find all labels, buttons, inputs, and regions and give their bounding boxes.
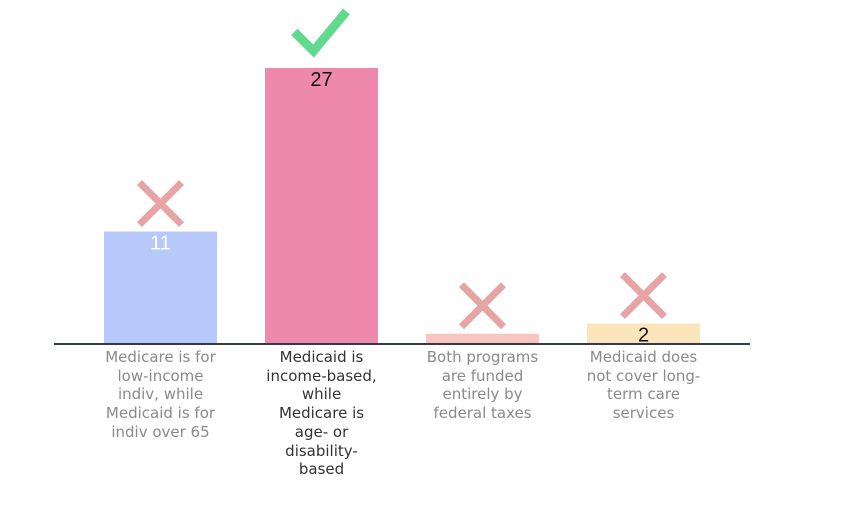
category-label-line: Medicaid is [279,348,364,366]
cross-icon [137,180,184,228]
category-label-line: services [612,404,675,423]
category-label-line: indiv over 65 [111,422,210,441]
bar [587,323,700,344]
category-label-line: Medicare is for [105,348,216,366]
category-label-line: disability- [285,441,358,460]
category-label-line: based [298,460,345,479]
category-label-line: Medicaid is for [105,404,216,423]
category-label-line: term care [607,385,680,404]
value-label: 11 [150,233,171,255]
category-label: Medicare is for low-income indiv, while Med… [101,348,221,442]
bar [265,68,378,344]
category-label-line: income-based, [266,366,377,385]
category-label-line: not cover long- [586,366,701,385]
category-label: Medicaid does not cover long-term care ser… [584,348,704,423]
category-label-line: Both programs [426,348,539,366]
category-label-line: are funded [441,366,524,385]
bar [104,231,217,344]
category-label-line: federal taxes [433,404,532,423]
category-label-line: age- or [294,422,349,441]
category-label-line: low-income [117,366,204,385]
category-label-line: while [301,385,342,404]
bar [426,333,539,344]
category-label-line: Medicaid does [589,348,698,366]
category-label-line: entirely by [442,385,523,404]
category-label: Medicaid is income-based, while Medicare is… [262,348,382,479]
cross-icon [459,282,506,330]
category-label-line: Medicare is [278,404,365,423]
value-label: 27 [310,69,332,91]
cross-icon [620,272,667,320]
category-label-line: indiv, while [117,385,204,404]
value-label: 2 [638,325,649,347]
check-icon [291,8,350,58]
category-label: Both programs are funded entirely by federa… [423,348,543,423]
